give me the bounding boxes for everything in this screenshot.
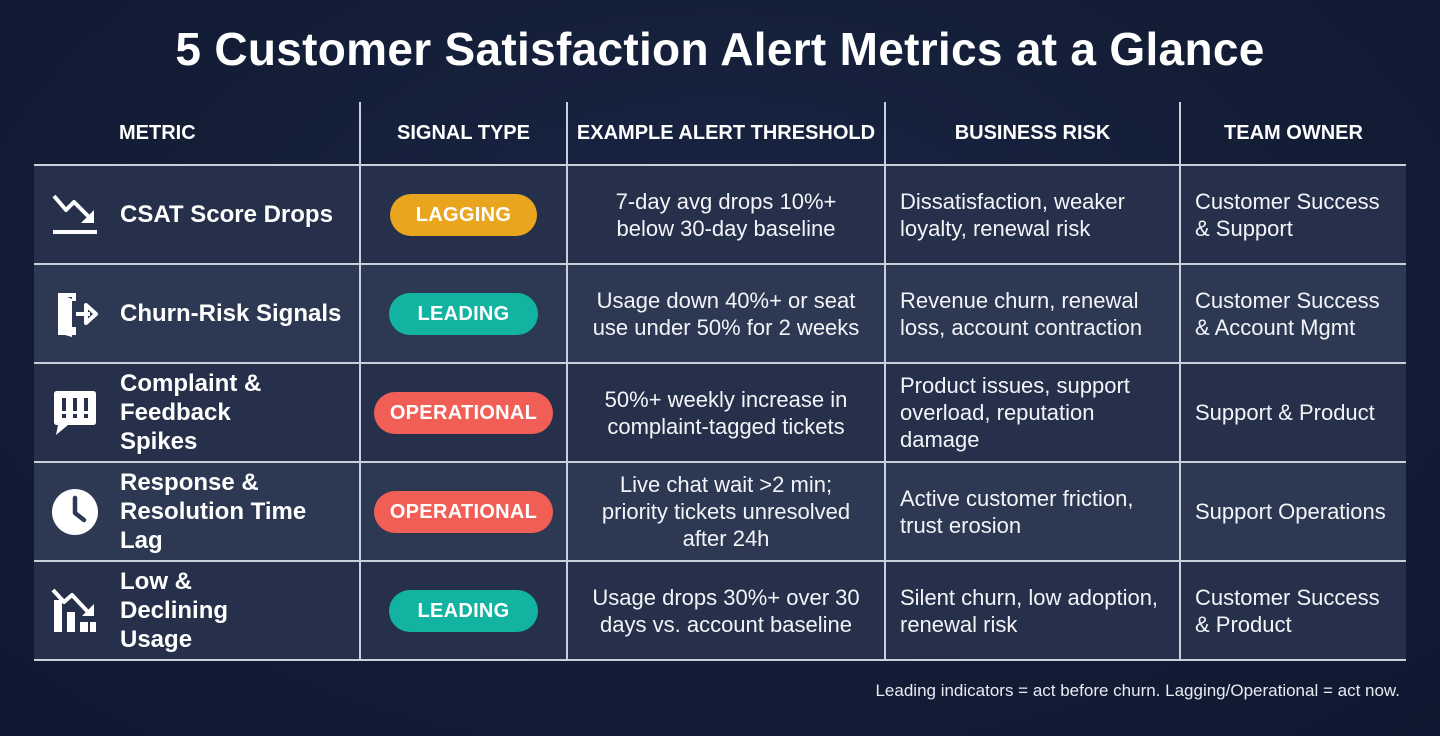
clock-icon: [50, 487, 100, 537]
signal-badge-leading: LEADING: [389, 589, 538, 632]
exit-door-icon: [50, 289, 100, 339]
table-row: Churn-Risk Signals LEADING Usage down 40…: [34, 264, 1406, 364]
signal-cell: OPERATIONAL: [359, 363, 567, 463]
metric-cell: Response & Resolution Time Lag: [34, 462, 360, 562]
table-row: Response & Resolution Time Lag OPERATION…: [34, 462, 1406, 562]
metric-name: Response & Resolution Time Lag: [120, 469, 307, 554]
metric-name: CSAT Score Drops: [120, 201, 333, 228]
signal-badge-lagging: LAGGING: [389, 193, 538, 236]
signal-badge-operational: OPERATIONAL: [373, 490, 554, 533]
table-row: Complaint & Feedback Spikes OPERATIONAL …: [34, 363, 1406, 463]
risk-cell: Product issues, support overload, reputa…: [884, 363, 1180, 463]
table-row: Low & Declining Usage LEADING Usage drop…: [34, 561, 1406, 661]
signal-cell: OPERATIONAL: [359, 462, 567, 562]
metric-cell: Churn-Risk Signals: [34, 264, 360, 364]
header-business-risk: BUSINESS RISK: [884, 102, 1180, 166]
metric-name: Low & Declining Usage: [120, 568, 229, 653]
owner-cell: Customer Success & Product: [1179, 561, 1406, 661]
signal-badge-operational: OPERATIONAL: [373, 391, 554, 434]
threshold-cell: Live chat wait >2 min; priority tickets …: [566, 462, 885, 562]
footnote: Leading indicators = act before churn. L…: [875, 681, 1400, 700]
threshold-cell: Usage down 40%+ or seat use under 50% fo…: [566, 264, 885, 364]
page-title: 5 Customer Satisfaction Alert Metrics at…: [175, 23, 1265, 75]
threshold-cell: 50%+ weekly increase in complaint-tagged…: [566, 363, 885, 463]
risk-cell: Silent churn, low adoption, renewal risk: [884, 561, 1180, 661]
metric-cell: Low & Declining Usage: [34, 561, 360, 661]
header-team-owner: TEAM OWNER: [1179, 102, 1406, 166]
signal-badge-leading: LEADING: [389, 292, 538, 335]
owner-cell: Customer Success & Support: [1179, 165, 1406, 265]
declining-bars-icon: [50, 586, 100, 636]
header-metric: METRIC: [34, 102, 360, 166]
header-signal-type: SIGNAL TYPE: [359, 102, 567, 166]
risk-cell: Revenue churn, renewal loss, account con…: [884, 264, 1180, 364]
owner-cell: Support & Product: [1179, 363, 1406, 463]
signal-cell: LEADING: [359, 561, 567, 661]
risk-cell: Active customer friction, trust erosion: [884, 462, 1180, 562]
table-row: CSAT Score Drops LAGGING 7-day avg drops…: [34, 165, 1406, 265]
owner-cell: Customer Success & Account Mgmt: [1179, 264, 1406, 364]
metric-cell: Complaint & Feedback Spikes: [34, 363, 360, 463]
metric-name: Complaint & Feedback Spikes: [120, 370, 262, 455]
alert-chat-icon: [50, 388, 100, 438]
table-header-row: METRIC SIGNAL TYPE EXAMPLE ALERT THRESHO…: [34, 102, 1406, 166]
threshold-cell: 7-day avg drops 10%+ below 30-day baseli…: [566, 165, 885, 265]
metric-cell: CSAT Score Drops: [34, 165, 360, 265]
owner-cell: Support Operations: [1179, 462, 1406, 562]
trending-down-icon: [50, 190, 100, 240]
signal-cell: LEADING: [359, 264, 567, 364]
signal-cell: LAGGING: [359, 165, 567, 265]
threshold-cell: Usage drops 30%+ over 30 days vs. accoun…: [566, 561, 885, 661]
header-threshold: EXAMPLE ALERT THRESHOLD: [566, 102, 885, 166]
metric-name: Churn-Risk Signals: [120, 300, 342, 327]
metrics-table: METRIC SIGNAL TYPE EXAMPLE ALERT THRESHO…: [34, 102, 1406, 661]
risk-cell: Dissatisfaction, weaker loyalty, renewal…: [884, 165, 1180, 265]
